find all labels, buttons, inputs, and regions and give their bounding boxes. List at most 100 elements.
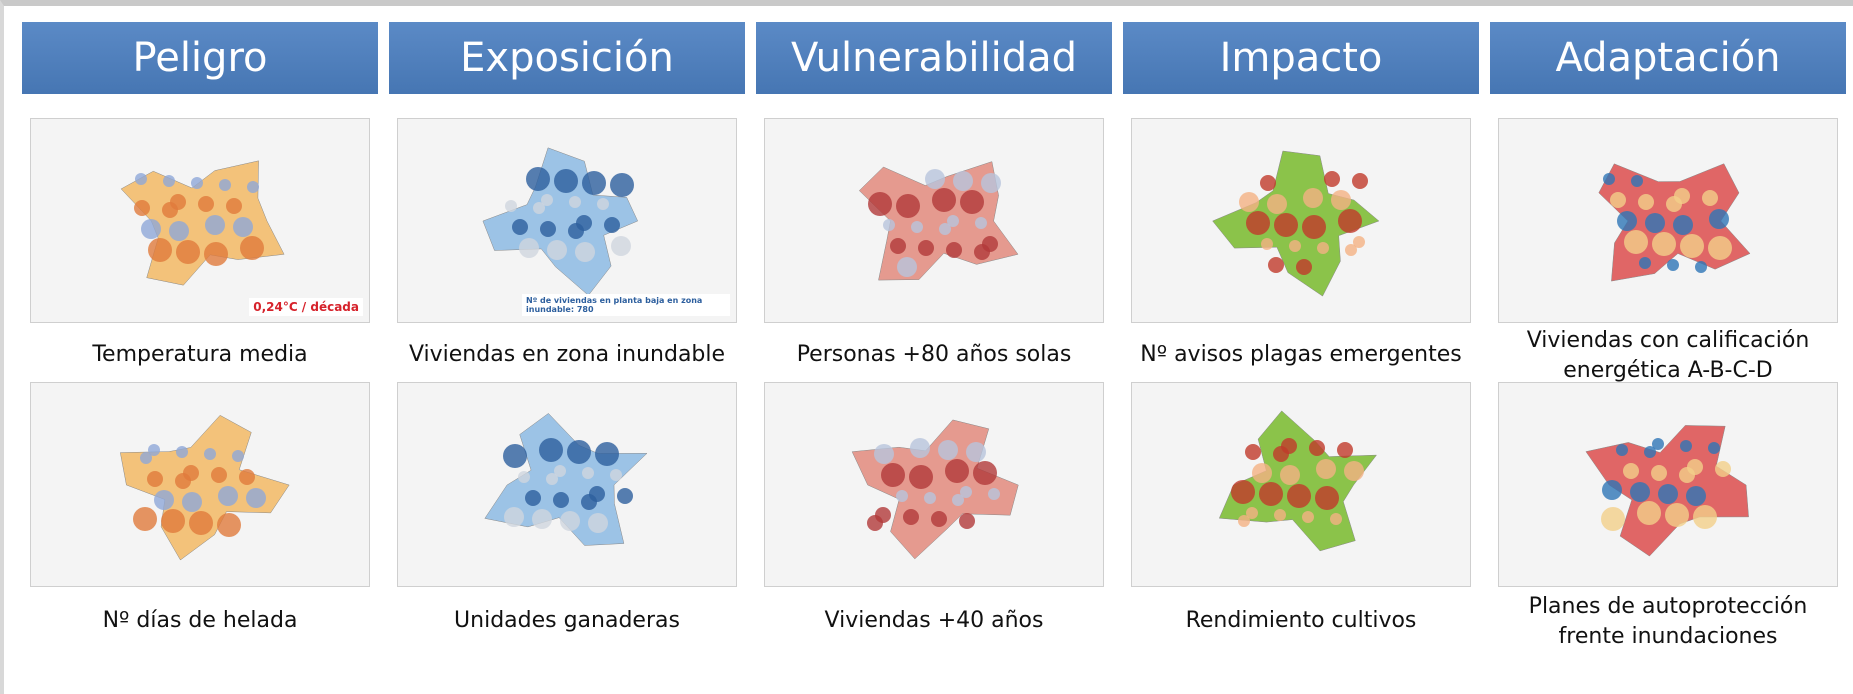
map-patch [219,179,231,191]
thumbnail [1131,118,1471,323]
map-patch [1352,173,1368,189]
map-patch [1324,171,1340,187]
thumbnail-graphic [1132,383,1471,587]
column-header: Vulnerabilidad [756,22,1112,94]
map-patch [1331,190,1351,210]
map-patch [1601,507,1625,531]
map-patch [896,194,920,218]
map-patch [226,198,242,214]
column-header: Adaptación [1490,22,1846,94]
map-patch [938,440,958,460]
map-patch [218,486,238,506]
map-patch [595,442,619,466]
map-patch [610,173,634,197]
map-patch [1708,442,1720,454]
map-patch [1280,465,1300,485]
caption: Nº días de helada [22,606,378,636]
map-patch [189,511,213,535]
map-patch [867,515,883,531]
map-patch [1709,209,1729,229]
map-patch [1309,440,1325,456]
map-patch [1603,173,1615,185]
map-patch [1693,505,1717,529]
map-shape [120,415,289,560]
map-patch [1259,482,1283,506]
map-patch [554,169,578,193]
map-patch [525,490,541,506]
map-patch [1702,190,1718,206]
map-patch [911,221,923,233]
thumbnail [397,382,737,587]
map-patch [1231,480,1255,504]
map-patch [881,463,905,487]
map-patch [133,507,157,531]
map-patch [1344,461,1364,481]
map-patch [1666,196,1682,212]
thumbnail-graphic [1132,119,1471,323]
map-patch [582,467,594,479]
thumbnail-graphic [398,383,737,587]
thumbnail-graphic [31,383,370,587]
map-patch [1673,215,1693,235]
thumbnail [1131,382,1471,587]
map-patch [1610,192,1626,208]
map-patch [1274,213,1298,237]
map-patch [205,215,225,235]
map-patch [896,490,908,502]
map-patch [140,452,152,464]
map-patch [1645,213,1665,233]
caption: Nº avisos plagas emergentes [1123,340,1479,370]
map-patch [134,200,150,216]
map-patch [1317,242,1329,254]
map-patch [141,219,161,239]
map-patch [946,242,962,258]
map-patch [932,188,956,212]
map-patch [581,494,597,510]
map-patch [924,492,936,504]
column-header: Peligro [22,22,378,94]
thumbnail-annotation: Nº de viviendas en planta baja en zona i… [522,294,730,316]
caption: Viviendas en zona inundable [389,340,745,370]
map-patch [1338,209,1362,233]
map-patch [874,444,894,464]
caption: Rendimiento cultivos [1123,606,1479,636]
map-patch [1268,257,1284,273]
map-patch [1274,509,1286,521]
map-patch [868,192,892,216]
map-patch [240,236,264,260]
thumbnail-graphic [765,119,1104,323]
map-patch [503,444,527,468]
map-patch [161,509,185,533]
map-patch [163,175,175,187]
map-patch [1616,444,1628,456]
map-patch [1330,513,1342,525]
caption: Personas +80 años solas [756,340,1112,370]
map-patch [553,492,569,508]
map-patch [1623,463,1639,479]
map-patch [1302,511,1314,523]
map-patch [1680,440,1692,452]
map-patch [512,219,528,235]
map-patch [1315,486,1339,510]
map-patch [569,196,581,208]
map-patch [1238,515,1250,527]
map-patch [910,438,930,458]
map-patch [1715,461,1731,477]
map-patch [890,238,906,254]
map-patch [1624,230,1648,254]
map-patch [560,511,580,531]
map-patch [568,223,584,239]
map-patch [1245,444,1261,460]
map-patch [1260,175,1276,191]
map-patch [597,198,609,210]
thumbnail-annotation: 0,24°C / década [249,298,363,316]
map-patch [1679,467,1695,483]
map-patch [1631,175,1643,187]
map-patch [546,473,558,485]
thumbnail: 0,24°C / década [30,118,370,323]
map-patch [1638,194,1654,210]
map-patch [1302,215,1326,239]
map-patch [1337,442,1353,458]
map-patch [1680,234,1704,258]
map-patch [953,171,973,191]
